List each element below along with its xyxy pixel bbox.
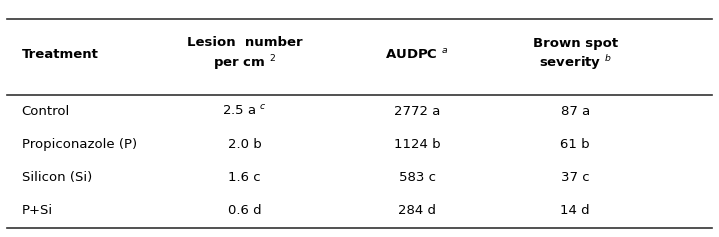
Text: 37 c: 37 c <box>561 171 590 184</box>
Text: 0.6 d: 0.6 d <box>228 205 261 217</box>
Text: Silicon (Si): Silicon (Si) <box>22 171 92 184</box>
Text: Lesion  number
per cm $^{2}$: Lesion number per cm $^{2}$ <box>187 36 302 73</box>
Text: P+Si: P+Si <box>22 205 52 217</box>
Text: Treatment: Treatment <box>22 48 99 61</box>
Text: Control: Control <box>22 105 70 118</box>
Text: AUDPC $^{a}$: AUDPC $^{a}$ <box>385 47 449 62</box>
Text: 87 a: 87 a <box>561 105 590 118</box>
Text: 583 c: 583 c <box>398 171 436 184</box>
Text: 284 d: 284 d <box>398 205 436 217</box>
Text: 2.0 b: 2.0 b <box>228 138 261 151</box>
Text: 1.6 c: 1.6 c <box>228 171 261 184</box>
Text: 61 b: 61 b <box>560 138 590 151</box>
Text: Brown spot
severity $^{b}$: Brown spot severity $^{b}$ <box>533 37 618 72</box>
Text: 14 d: 14 d <box>560 205 590 217</box>
Text: 2772 a: 2772 a <box>394 105 440 118</box>
Text: 2.5 a $^{c}$: 2.5 a $^{c}$ <box>222 104 267 118</box>
Text: Propiconazole (P): Propiconazole (P) <box>22 138 137 151</box>
Text: 1124 b: 1124 b <box>394 138 440 151</box>
